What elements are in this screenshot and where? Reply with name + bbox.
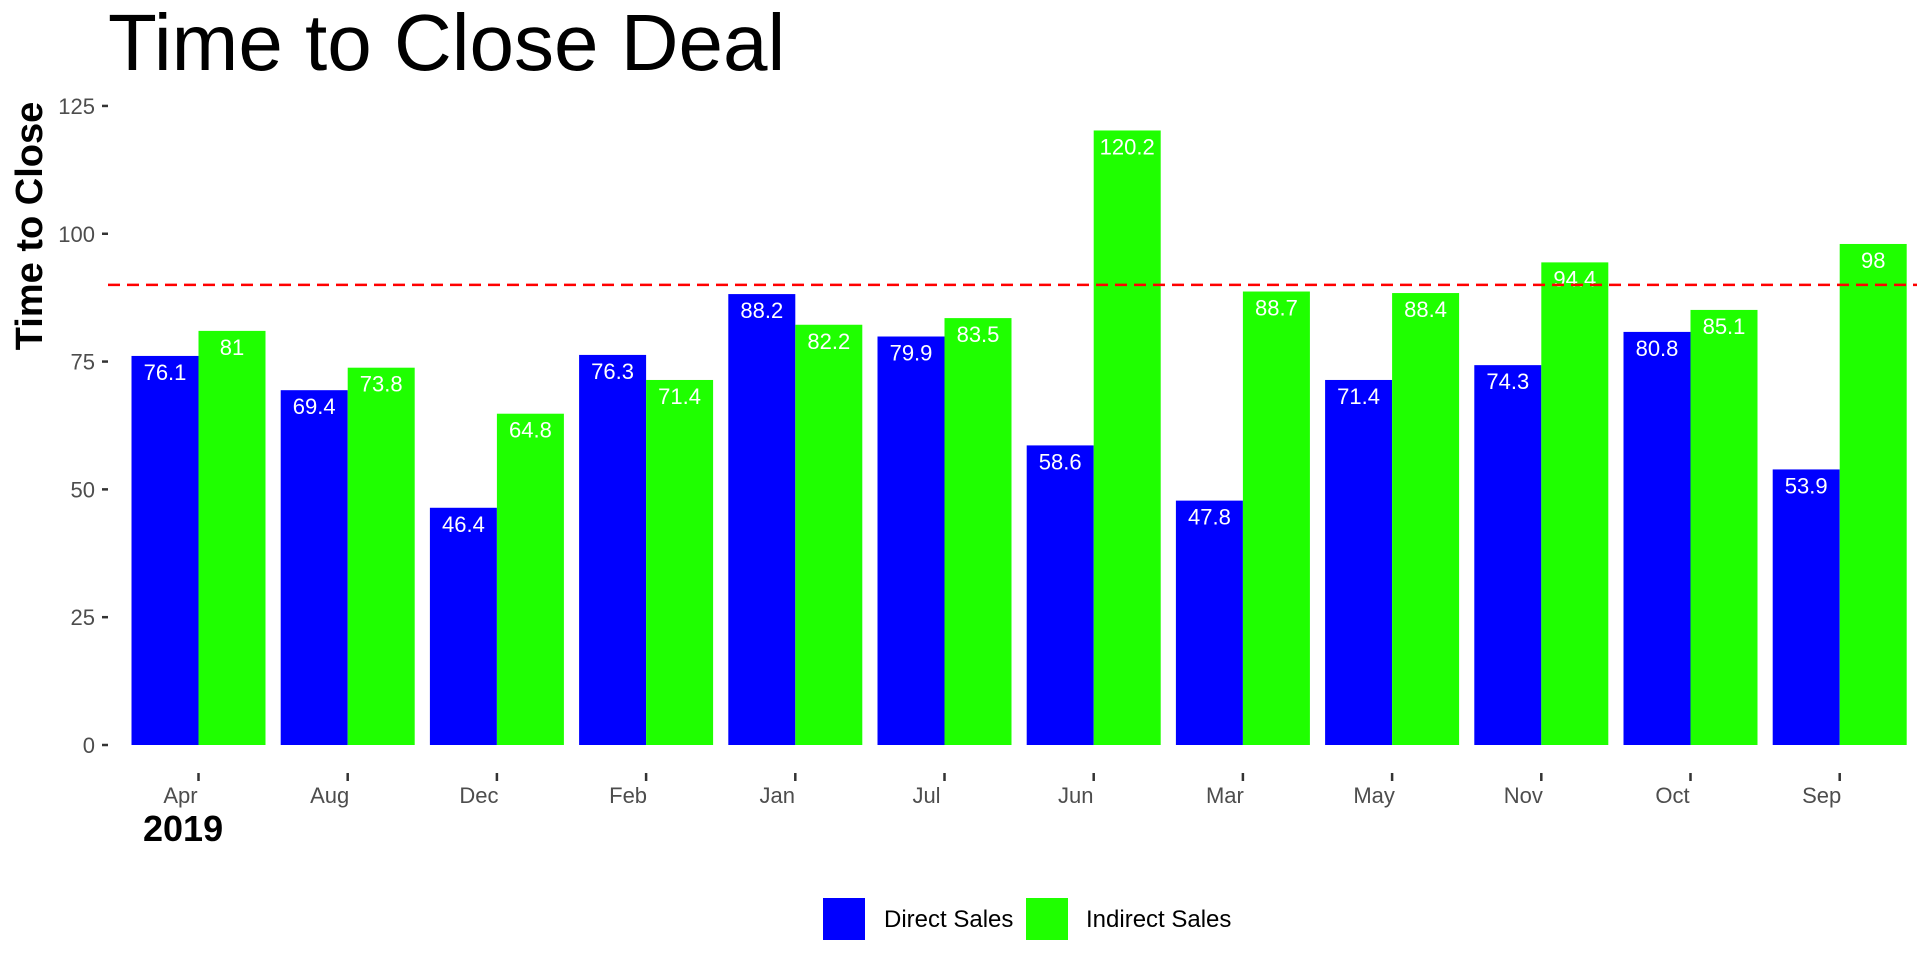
bar-indirect-apr (198, 330, 266, 745)
value-label: 47.8 (1188, 505, 1231, 530)
bar-direct-oct (1623, 331, 1691, 745)
value-label: 79.9 (890, 341, 933, 366)
bar-direct-jun (1026, 445, 1094, 745)
value-label: 98 (1861, 248, 1885, 273)
value-label: 71.4 (1337, 384, 1380, 409)
bar-direct-jan (728, 294, 796, 745)
legend-swatch-direct (823, 898, 865, 940)
value-label: 80.8 (1636, 336, 1679, 361)
bar-indirect-jun (1093, 130, 1161, 746)
y-axis-title: Time to Close (9, 102, 51, 350)
bar-direct-nov (1474, 365, 1542, 745)
bar-direct-dec (429, 507, 497, 745)
value-label: 69.4 (293, 394, 336, 419)
value-label: 83.5 (957, 322, 1000, 347)
bar-indirect-dec (496, 413, 564, 745)
value-label: 88.7 (1255, 296, 1298, 321)
y-tick-label: 50 (71, 477, 95, 502)
bar-indirect-oct (1690, 309, 1758, 745)
x-tick-label-aug: Aug (310, 783, 349, 808)
bars (131, 130, 1907, 746)
x-tick-label-dec: Dec (459, 783, 498, 808)
bar-indirect-mar (1242, 291, 1310, 745)
bar-indirect-sep (1839, 243, 1907, 745)
value-label: 88.2 (740, 298, 783, 323)
value-label: 46.4 (442, 512, 485, 537)
value-label: 76.1 (144, 360, 187, 385)
value-label: 76.3 (591, 359, 634, 384)
value-label: 94.4 (1553, 266, 1596, 291)
x-tick-label-jul: Jul (912, 783, 940, 808)
y-tick-label: 100 (58, 222, 95, 247)
bar-indirect-aug (347, 367, 415, 745)
x-axis: Apr Aug Dec Feb Jan Jul Jun Mar May Nov Oct Sep (163, 773, 1841, 808)
bar-direct-jul (877, 336, 945, 745)
value-label: 81 (220, 335, 244, 360)
y-tick-label: 75 (71, 350, 95, 375)
value-labels: 76.1 81 69.4 73.8 46.4 64.8 76.3 71.4 88.2 82.2 79… (144, 134, 1886, 536)
legend: Direct Sales Indirect Sales (823, 898, 1231, 940)
x-tick-label-mar: Mar (1206, 783, 1244, 808)
x-tick-label-feb: Feb (609, 783, 647, 808)
bar-indirect-jul (944, 318, 1012, 745)
legend-label-direct: Direct Sales (884, 906, 1013, 933)
value-label: 74.3 (1486, 369, 1529, 394)
value-label: 64.8 (509, 418, 552, 443)
value-label: 53.9 (1785, 473, 1828, 498)
x-tick-label-oct: Oct (1655, 783, 1689, 808)
value-label: 120.2 (1100, 134, 1155, 159)
y-tick-label: 25 (71, 605, 95, 630)
bar-direct-feb (579, 354, 647, 745)
bar-indirect-nov (1541, 262, 1609, 745)
value-label: 82.2 (807, 329, 850, 354)
y-tick-label: 0 (83, 733, 95, 758)
bar-direct-sep (1772, 469, 1840, 745)
bar-indirect-jan (795, 324, 863, 745)
x-tick-label-jun: Jun (1058, 783, 1093, 808)
bar-direct-apr (131, 355, 199, 745)
y-tick-label: 125 (58, 94, 95, 119)
value-label: 88.4 (1404, 297, 1447, 322)
bar-indirect-feb (646, 379, 714, 745)
x-tick-label-sep: Sep (1802, 783, 1841, 808)
x-tick-label-nov: Nov (1504, 783, 1543, 808)
year-label: 2019 (143, 808, 223, 849)
value-label: 73.8 (360, 372, 403, 397)
bar-indirect-may (1392, 293, 1460, 745)
x-tick-label-may: May (1353, 783, 1395, 808)
value-label: 85.1 (1703, 314, 1746, 339)
legend-swatch-indirect (1026, 898, 1068, 940)
chart-title: Time to Close Deal (108, 0, 785, 87)
y-axis: 0 25 50 75 100 125 (58, 94, 108, 758)
x-tick-label-apr: Apr (163, 783, 197, 808)
x-tick-label-jan: Jan (760, 783, 795, 808)
value-label: 58.6 (1039, 449, 1082, 474)
value-label: 71.4 (658, 384, 701, 409)
bar-direct-may (1325, 379, 1393, 745)
bar-direct-mar (1175, 500, 1243, 745)
bar-direct-aug (280, 390, 348, 745)
legend-label-indirect: Indirect Sales (1086, 906, 1231, 933)
